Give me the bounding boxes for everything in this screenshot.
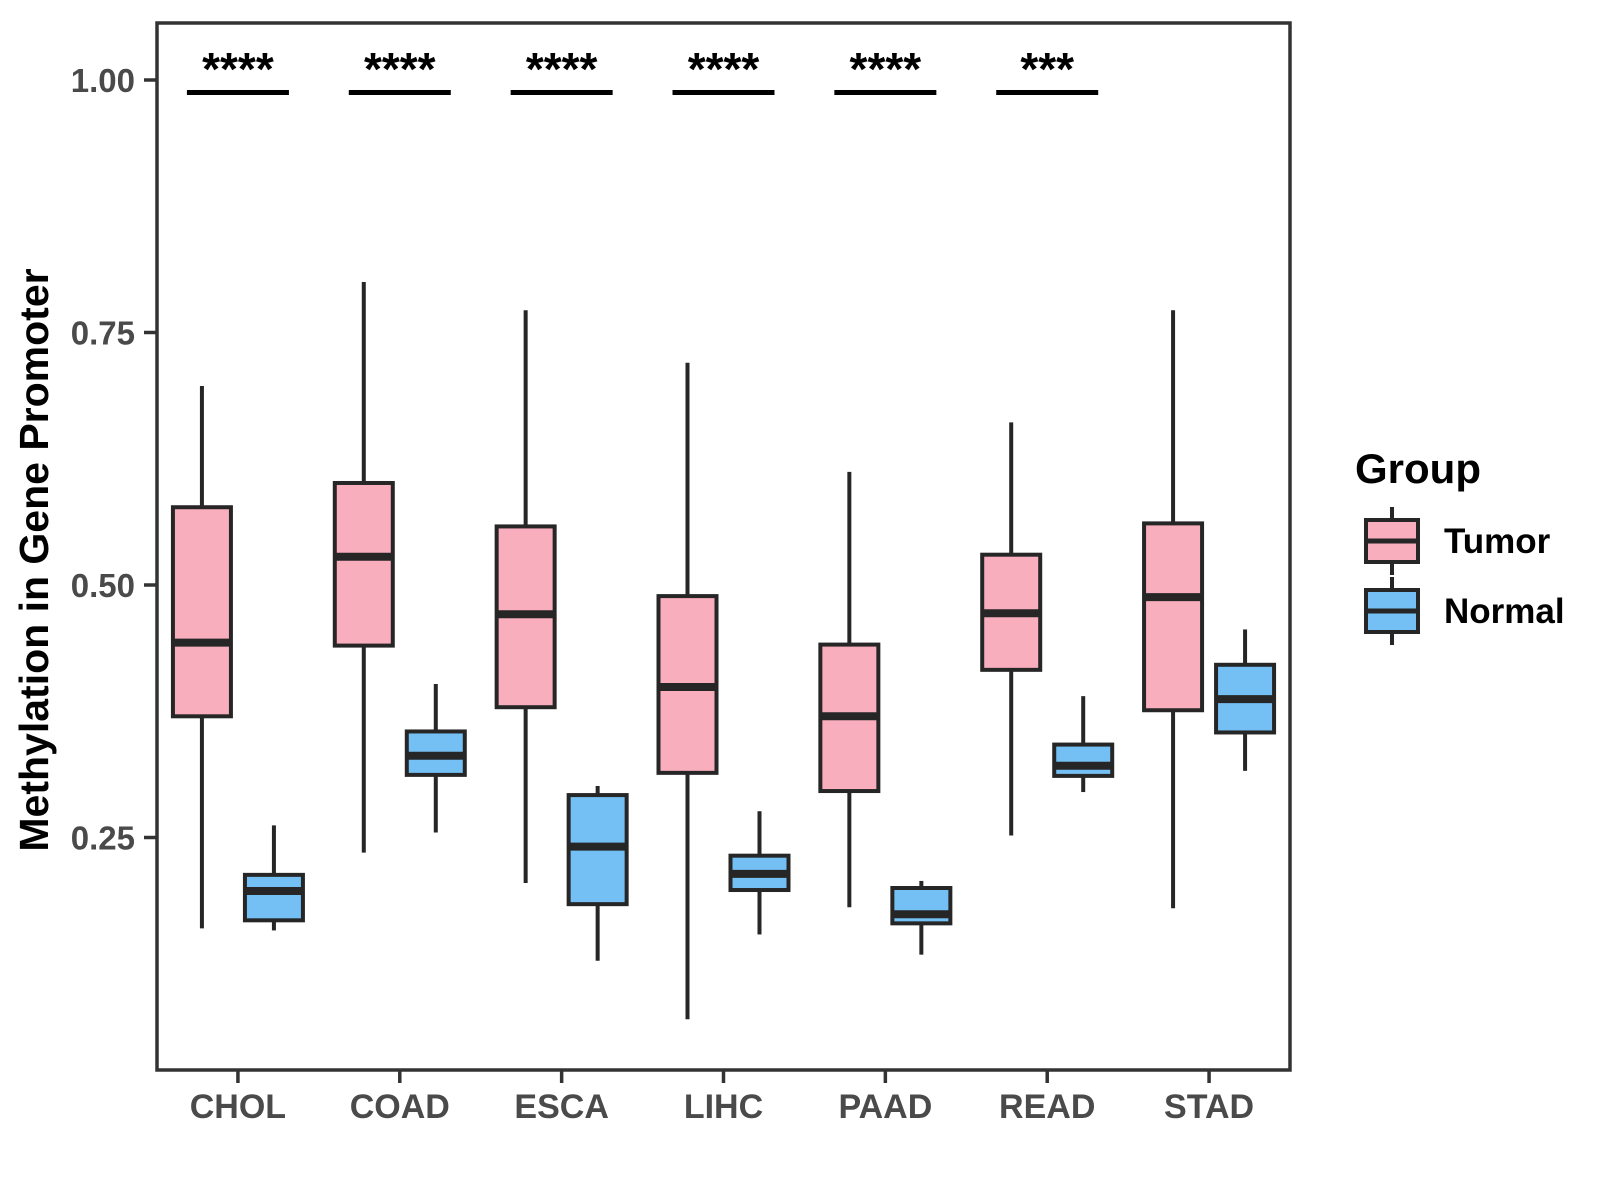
box-normal-read [1052, 742, 1115, 778]
sig-stars-LIHC: **** [688, 43, 760, 95]
box-normal-chol [242, 872, 305, 923]
legend-label-tumor: Tumor [1444, 522, 1551, 561]
y-axis-title: Methylation in Gene Promoter [11, 268, 57, 851]
sig-stars-PAAD: **** [850, 43, 922, 95]
x-tick-label-PAAD: PAAD [838, 1088, 932, 1126]
x-tick-label-COAD: COAD [350, 1088, 450, 1126]
panel-border [155, 21, 1292, 1072]
y-tick-label-0.25: 0.25 [71, 820, 135, 857]
x-tick-label-LIHC: LIHC [684, 1088, 763, 1126]
x-tick-label-STAD: STAD [1164, 1088, 1254, 1126]
sig-stars-READ: *** [1020, 43, 1074, 95]
x-tick-label-ESCA: ESCA [514, 1088, 608, 1126]
x-tick-label-READ: READ [999, 1088, 1095, 1126]
legend-label-normal: Normal [1444, 592, 1565, 631]
sig-stars-COAD: **** [364, 43, 436, 95]
x-tick-label-CHOL: CHOL [190, 1088, 286, 1126]
box-tumor-stad [1142, 521, 1205, 713]
box-tumor-coad [332, 480, 395, 648]
y-tick-label-0.50: 0.50 [71, 567, 135, 604]
legend-key-normal: Normal [1364, 577, 1565, 645]
sig-stars-CHOL: **** [202, 43, 274, 95]
legend-title: Group [1355, 445, 1481, 492]
y-tick-label-1.00: 1.00 [71, 62, 135, 99]
y-tick-label-0.75: 0.75 [71, 315, 135, 352]
box-tumor-chol [170, 505, 233, 719]
sig-stars-ESCA: **** [526, 43, 598, 95]
legend: Group Tumor Normal [1355, 445, 1565, 645]
plot-area: 1.00 0.75 0.50 0.25 CHOL COAD ESCA LIHC PAAD READ… [71, 21, 1292, 1126]
legend-key-tumor: Tumor [1364, 507, 1551, 575]
